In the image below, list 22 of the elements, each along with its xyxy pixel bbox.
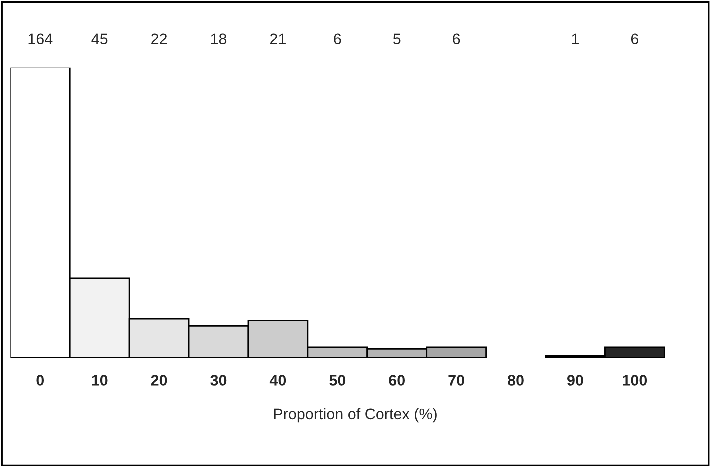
data-label: 1	[572, 34, 579, 44]
data-label: 22	[152, 34, 168, 44]
data-label: 5	[393, 34, 401, 45]
data-label: 18	[211, 34, 227, 45]
x-tick-label: 80	[508, 375, 524, 386]
x-tick-label: 90	[568, 375, 584, 386]
x-tick-label: 20	[151, 375, 168, 386]
x-tick-label: 10	[92, 375, 108, 386]
x-tick-label: 60	[389, 375, 405, 386]
x-tick-label: 40	[270, 375, 286, 386]
x-tick-label: 30	[210, 375, 227, 386]
x-tick-label: 100	[623, 375, 648, 386]
data-label: 6	[334, 34, 342, 45]
x-tick-label: 70	[448, 375, 464, 386]
x-axis-title: Proportion of Cortex (%)	[274, 408, 437, 423]
x-tick-label: 0	[36, 375, 44, 386]
data-label: 6	[631, 34, 639, 45]
x-tick-label: 50	[330, 375, 346, 386]
data-label: 6	[453, 34, 460, 45]
data-label: 21	[270, 34, 286, 44]
data-label: 45	[92, 34, 108, 45]
data-label: 164	[28, 34, 53, 45]
